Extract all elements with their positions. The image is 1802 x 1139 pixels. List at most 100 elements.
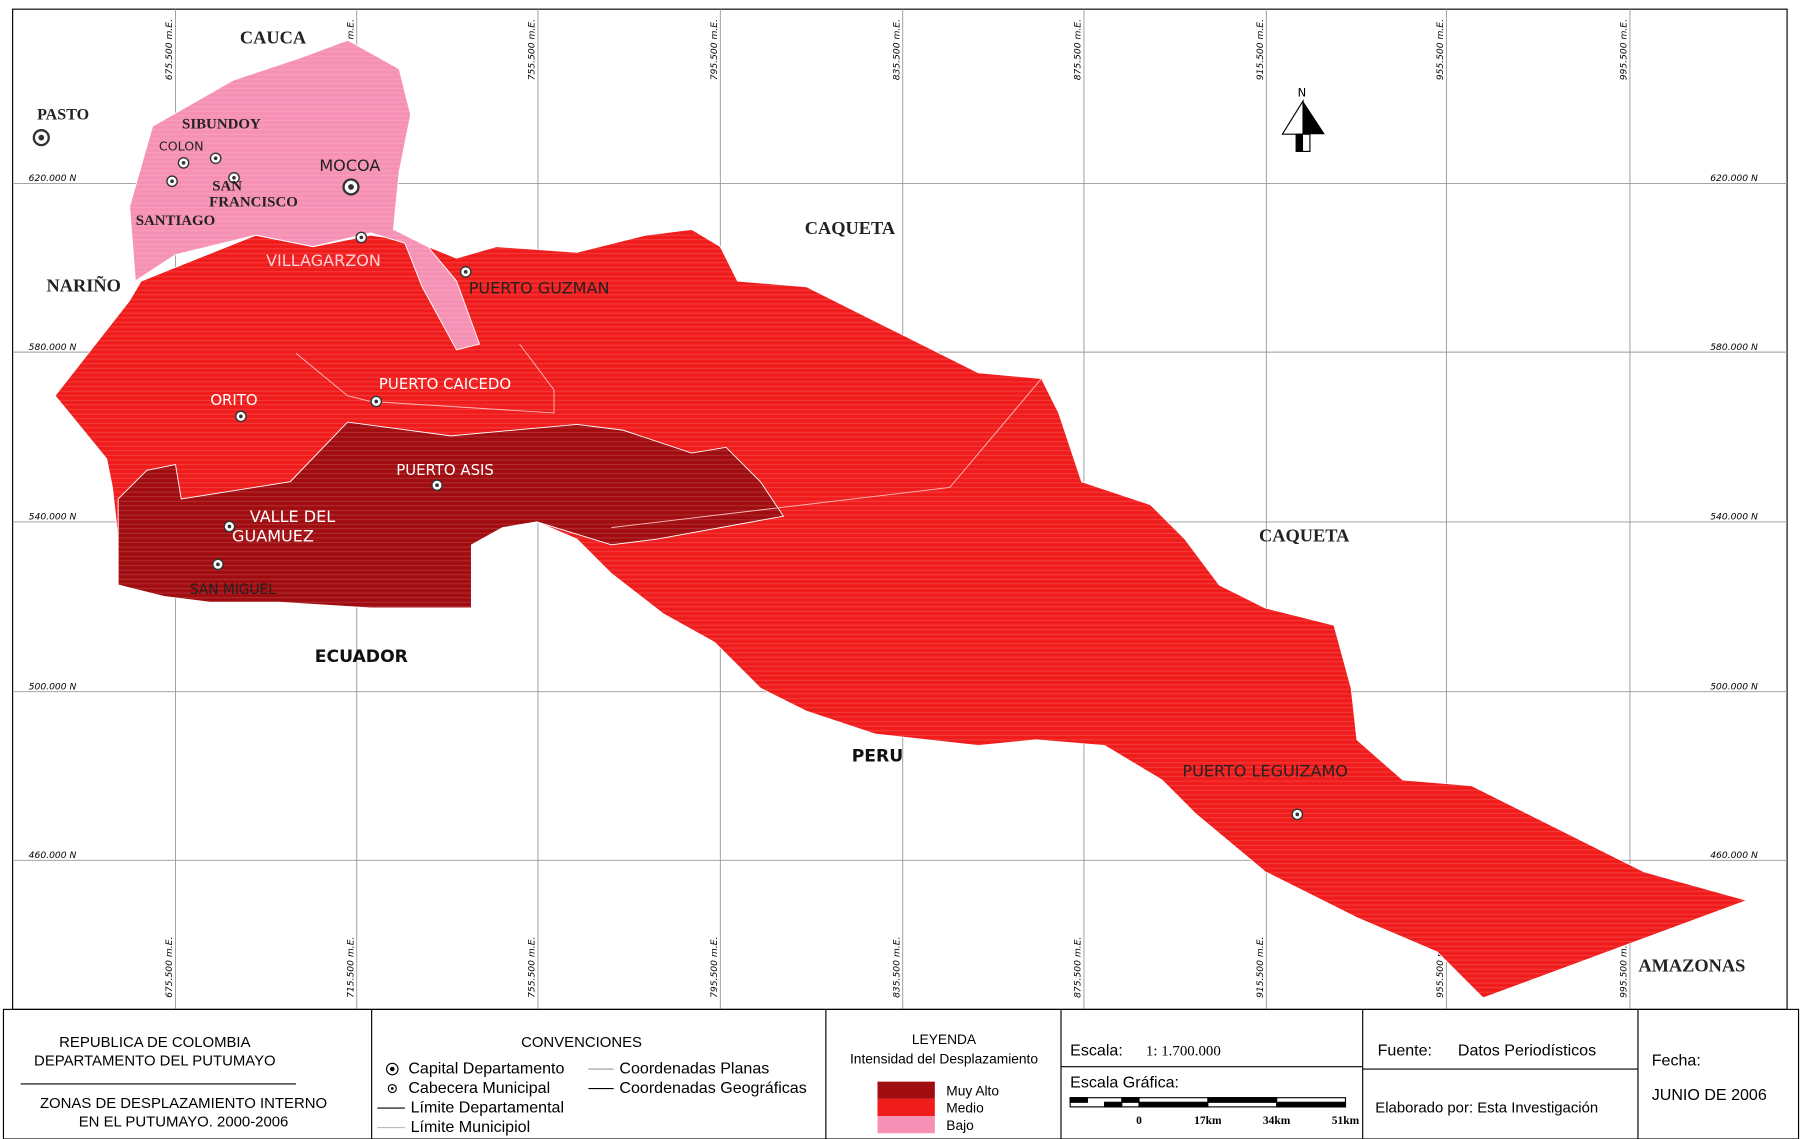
easting-label: 915.500 m.E. [1255, 937, 1266, 998]
place-label: PUERTO LEGUIZAMO [1182, 762, 1348, 781]
scale-value: 1: 1.700.000 [1146, 1043, 1221, 1059]
municipal-symbol [463, 270, 468, 274]
place-label: PUERTO CAICEDO [379, 375, 511, 393]
easting-label: 715.500 m.E. [345, 937, 356, 998]
region-hatch [129, 40, 480, 350]
footer-title: EN EL PUTUMAYO. 2000-2006 [79, 1114, 289, 1130]
place-label: PUERTO ASIS [396, 461, 494, 479]
scale-tick-label: 0 [1136, 1115, 1142, 1127]
easting-label: 675.500 m.E. [164, 19, 175, 80]
legend-label: Muy Alto [946, 1083, 999, 1098]
place-label: ECUADOR [315, 647, 408, 667]
scale-tick-label: 17km [1194, 1115, 1222, 1127]
legend-label: Bajo [946, 1118, 974, 1133]
municipal-symbol [170, 179, 174, 184]
scale-label: Escala: [1070, 1041, 1123, 1059]
municipal-symbol [227, 524, 232, 529]
scale-graphic-label: Escala Gráfica: [1070, 1073, 1179, 1091]
convention-item: Coordenadas Planas [619, 1060, 769, 1078]
north-arrow [1281, 98, 1325, 152]
northing-label: 620.000 N [29, 173, 77, 184]
municipal-symbol [435, 483, 439, 488]
easting-label: 995.500 m.E. [1618, 19, 1629, 80]
easting-label: 755.500 m.E. [527, 937, 538, 998]
place-label: ORITO [210, 391, 257, 409]
easting-label: 915.500 m.E. [1255, 19, 1266, 80]
place-label: CAQUETA [805, 218, 896, 238]
date-value: JUNIO DE 2006 [1652, 1086, 1767, 1104]
convention-item: Capital Departamento [408, 1060, 564, 1078]
scale-tick-label: 34km [1263, 1115, 1291, 1127]
place-label: VILLAGARZON [266, 251, 381, 270]
capital-symbol [389, 1066, 395, 1072]
easting-label: 875.500 m.E. [1073, 937, 1084, 998]
scale-bar [1069, 1097, 1347, 1108]
source-label: Fuente: [1378, 1041, 1432, 1059]
legend-label: Medio [946, 1101, 984, 1116]
footer-content: REPUBLICA DE COLOMBIA DEPARTAMENTO DEL P… [34, 1032, 1767, 1136]
convention-item: Cabecera Municipal [408, 1079, 550, 1097]
capital-symbol [385, 1062, 399, 1076]
municipal-symbol [390, 1087, 394, 1090]
place-label: PASTO [37, 106, 89, 123]
place-label: NARIÑO [47, 274, 121, 295]
region-hatch [55, 229, 1747, 998]
easting-label: 755.500 m.E. [527, 19, 538, 80]
municipal-boundary [611, 378, 1042, 529]
municipal-symbol [374, 399, 379, 404]
legend-title: LEYENDA [912, 1032, 977, 1047]
place-label: GUAMUEZ [232, 526, 314, 545]
convention-item: Coordenadas Geográficas [619, 1079, 806, 1097]
footer-title: DEPARTAMENTO DEL PUTUMAYO [34, 1054, 276, 1070]
place-label: SAN [212, 178, 242, 194]
footer-title: ZONAS DE DESPLAZAMIENTO INTERNO [40, 1096, 327, 1112]
municipal-symbol [216, 562, 220, 567]
place-label: PERU [852, 747, 904, 767]
place-label: VALLE DEL [250, 507, 336, 526]
easting-label: 875.500 m.E. [1073, 19, 1084, 80]
place-label: MOCOA [319, 156, 380, 175]
place-label: PUERTO GUZMAN [469, 279, 610, 298]
northing-label: 540.000 N [1710, 512, 1758, 523]
scale-ticks: 0 17km 34km 51km [1136, 1115, 1359, 1127]
municipal-symbol [387, 1083, 397, 1094]
place-label: SANTIAGO [136, 213, 216, 229]
place-label: SAN MIGUEL [190, 582, 276, 598]
legend-swatch [877, 1098, 935, 1117]
easting-label: 955.500 m.E. [1435, 19, 1446, 80]
convention-item: Límite Departamental [411, 1099, 564, 1117]
place-label: CAUCA [240, 28, 307, 48]
author: Elaborado por: Esta Investigación [1375, 1101, 1598, 1117]
place-label: SIBUNDOY [182, 116, 261, 132]
municipal-symbol [1295, 812, 1300, 817]
municipal-symbol [239, 414, 243, 419]
easting-label: 795.500 m.E. [709, 937, 720, 998]
municipal-symbol [213, 156, 218, 161]
easting-label: 675.500 m.E. [164, 937, 175, 998]
legend-subtitle: Intensidad del Desplazamiento [850, 1051, 1038, 1066]
regions [54, 39, 1749, 999]
easting-label: 955.500 m.E. [1435, 937, 1446, 998]
convention-item: Límite Municipiol [411, 1118, 531, 1136]
northing-label: 460.000 N [29, 850, 77, 861]
place-label: AMAZONAS [1638, 956, 1745, 976]
capital-symbol [38, 134, 45, 141]
legend-swatch [877, 1116, 935, 1134]
capital-symbol [348, 184, 354, 190]
easting-label: 995.500 m.E. [1618, 937, 1629, 998]
easting-label: 835.500 m.E. [891, 937, 902, 998]
source-value: Datos Periodísticos [1458, 1041, 1596, 1059]
scale-tick-label: 51km [1332, 1115, 1360, 1127]
easting-label: 795.500 m.E. [709, 19, 720, 80]
place-label: N [1298, 85, 1307, 99]
symbols [32, 129, 1304, 821]
footer [2, 1008, 1800, 1139]
municipal-symbol [181, 161, 186, 165]
place-label: CAQUETA [1259, 525, 1350, 545]
region-hatch [118, 422, 784, 608]
northing-label: 620.000 N [1710, 173, 1758, 184]
date-label: Fecha: [1652, 1052, 1701, 1070]
municipal-boundary [295, 343, 555, 414]
footer-title: REPUBLICA DE COLOMBIA [59, 1035, 250, 1051]
